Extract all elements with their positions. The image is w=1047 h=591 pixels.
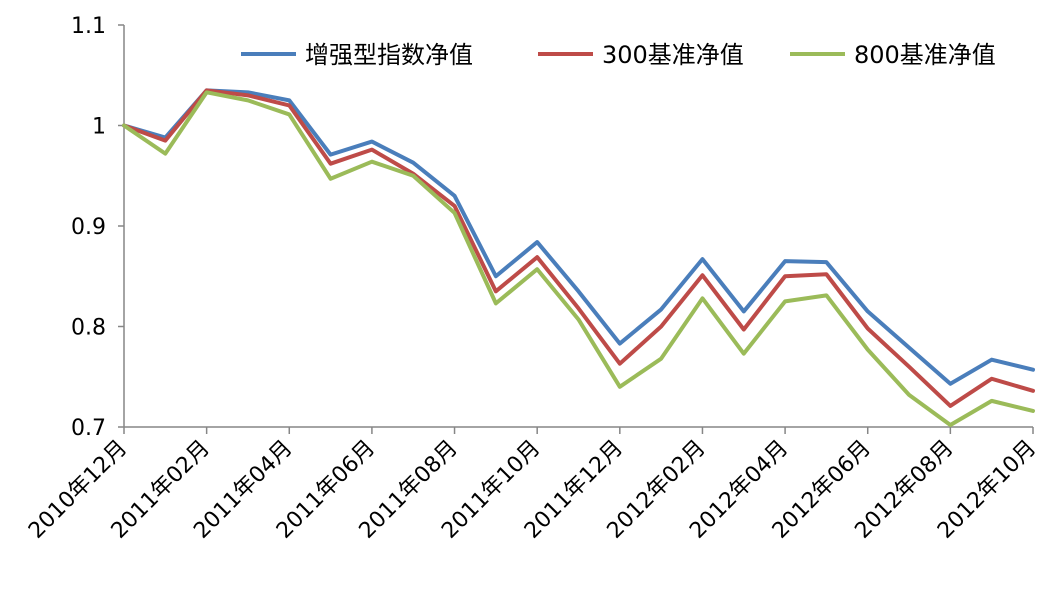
series-line-1 — [122, 88, 1035, 386]
legend: 增强型指数净值 300基准净值 800基准净值 — [241, 41, 996, 69]
series-line-3 — [122, 90, 1035, 427]
legend-label-1: 增强型指数净值 — [305, 41, 473, 69]
legend-label-3: 800基准净值 — [854, 41, 996, 69]
axes: 0.70.80.911.12010年12月2011年02月2011年04月201… — [24, 14, 1041, 544]
y-tick-label: 1 — [92, 115, 106, 140]
series-lines — [122, 88, 1035, 427]
y-tick-label: 0.7 — [71, 416, 106, 441]
y-tick-label: 1.1 — [71, 14, 106, 39]
legend-label-2: 300基准净值 — [602, 41, 744, 69]
y-tick-label: 0.8 — [71, 316, 106, 341]
series-line-2 — [122, 88, 1035, 408]
y-tick-label: 0.9 — [71, 215, 106, 240]
